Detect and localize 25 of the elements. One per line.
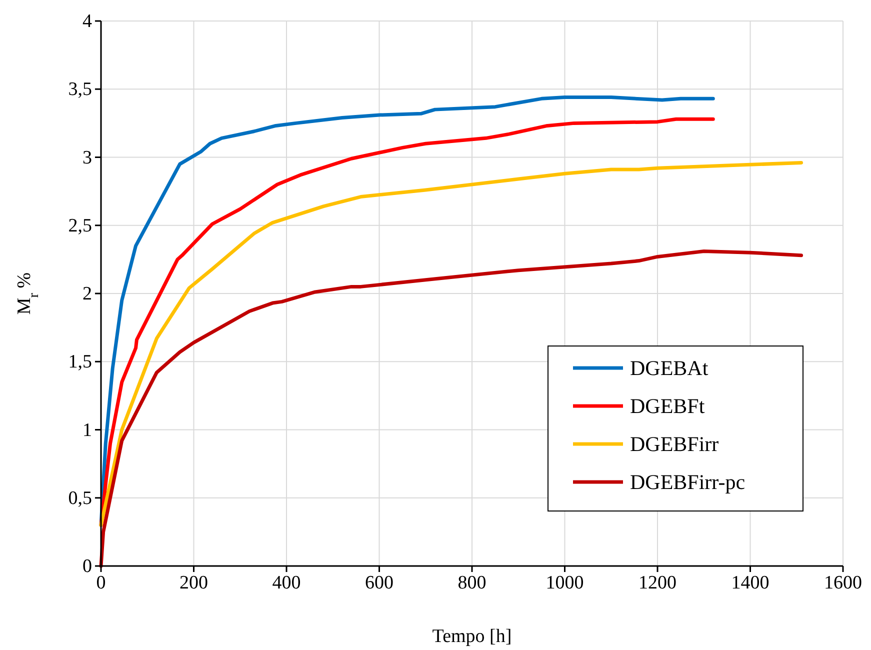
y-tick-label: 0,5 [68, 488, 92, 509]
y-tick-label: 3,5 [68, 79, 92, 100]
legend-label: DGEBFt [630, 394, 705, 418]
legend-label: DGEBFirr [630, 432, 719, 456]
y-tick-label: 2 [82, 284, 92, 305]
y-tick-label: 0 [82, 556, 92, 578]
line-series [99, 160, 804, 527]
x-tick-label: 200 [180, 572, 208, 594]
x-axis-title: Tempo [h] [432, 626, 512, 647]
x-tick-label: 1400 [731, 572, 770, 594]
x-tick-label: 800 [458, 572, 486, 594]
x-tick-label: 1200 [638, 572, 676, 594]
x-tick-label: 0 [96, 572, 106, 594]
x-tick-label: 1000 [546, 572, 584, 594]
x-tick-label: 400 [272, 572, 301, 594]
y-tick-label: 2,5 [68, 215, 92, 236]
y-tick-label: 3 [82, 147, 92, 168]
legend-label: DGEBAt [630, 356, 708, 380]
legend-label: DGEBFirr-pc [630, 470, 746, 494]
x-tick-label: 1600 [824, 572, 862, 594]
y-tick-label: 1,5 [68, 352, 92, 373]
line-series [99, 250, 804, 568]
y-tick-label: 4 [82, 11, 92, 32]
y-tick-label: 1 [82, 420, 92, 441]
x-tick-label: 600 [365, 572, 394, 594]
